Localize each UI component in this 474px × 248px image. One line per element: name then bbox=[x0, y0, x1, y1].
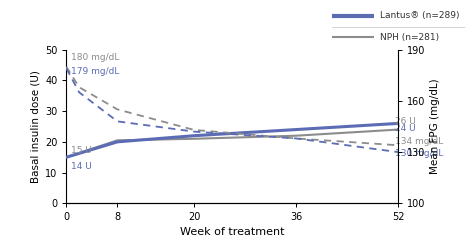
Text: 14 U: 14 U bbox=[72, 162, 92, 171]
X-axis label: Week of treatment: Week of treatment bbox=[180, 227, 284, 237]
Text: NPH (n=281): NPH (n=281) bbox=[380, 33, 439, 42]
Text: 26 U: 26 U bbox=[395, 117, 416, 126]
Text: 134 mg/dL: 134 mg/dL bbox=[395, 137, 443, 146]
Y-axis label: Mean FPG (mg/dL): Mean FPG (mg/dL) bbox=[430, 79, 440, 174]
Text: 180 mg/dL: 180 mg/dL bbox=[72, 53, 120, 62]
Text: 15 U: 15 U bbox=[72, 146, 92, 155]
Text: 130 mg/dL: 130 mg/dL bbox=[395, 149, 443, 158]
Y-axis label: Basal insulin dose (U): Basal insulin dose (U) bbox=[31, 70, 41, 183]
Text: Lantus® (n=289): Lantus® (n=289) bbox=[380, 11, 459, 20]
Text: 24 U: 24 U bbox=[395, 124, 416, 133]
Text: 179 mg/dL: 179 mg/dL bbox=[72, 67, 120, 76]
